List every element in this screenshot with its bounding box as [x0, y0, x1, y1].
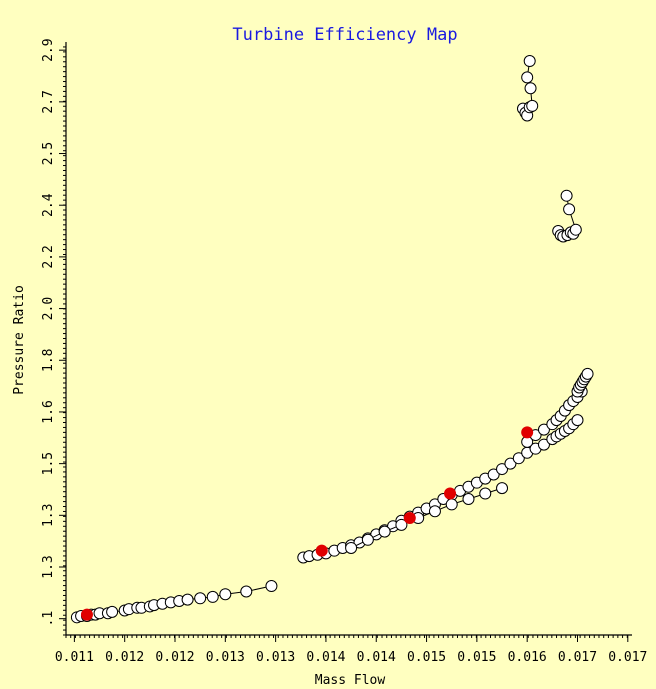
highlight-point [444, 487, 457, 500]
data-point [496, 463, 509, 476]
highlight-point [80, 608, 93, 621]
data-point [571, 414, 584, 427]
data-point [569, 223, 582, 236]
data-point [240, 585, 253, 598]
data-point [581, 367, 594, 380]
x-tick-label: 0.015 [407, 650, 446, 665]
data-point [181, 593, 194, 606]
data-point [106, 605, 119, 618]
data-point [395, 518, 408, 531]
data-point [512, 452, 525, 465]
data-point [524, 82, 537, 95]
x-axis-label: Mass Flow [315, 673, 386, 688]
data-point [479, 487, 492, 500]
y-tick-label: .1 [41, 611, 56, 627]
y-tick-label: 1.6 [41, 400, 56, 423]
data-point [361, 533, 374, 546]
y-tick-label: 2.2 [41, 245, 56, 268]
y-tick-label: 1.3 [41, 555, 56, 578]
data-point [521, 71, 534, 84]
data-point [537, 423, 550, 436]
data-point [445, 498, 458, 511]
x-tick-label: 0.014 [357, 650, 396, 665]
y-tick-label: 1.8 [41, 349, 56, 372]
data-point [428, 505, 441, 518]
highlight-point [521, 426, 534, 439]
data-point [194, 592, 207, 605]
plot-area [70, 55, 594, 624]
data-point [206, 590, 219, 603]
data-point [487, 468, 500, 481]
y-tick-label: 1.5 [41, 452, 56, 475]
data-point [496, 482, 509, 495]
data-point [526, 99, 539, 112]
chart-title: Turbine Efficiency Map [232, 25, 457, 45]
x-tick-label: 0.013 [256, 650, 295, 665]
highlight-point [315, 544, 328, 557]
series-line [350, 487, 503, 549]
y-axis-label: Pressure Ratio [12, 285, 27, 395]
x-tick-label: 0.017 [558, 650, 597, 665]
x-tick-label: 0.017 [608, 650, 647, 665]
x-tick-label: 0.014 [306, 650, 345, 665]
data-point [219, 588, 232, 601]
x-tick-label: 0.013 [206, 650, 245, 665]
y-tick-label: 2.4 [41, 193, 56, 217]
x-tick-label: 0.011 [55, 650, 94, 665]
data-point [537, 438, 550, 451]
data-point [504, 457, 517, 470]
y-tick-label: 2.5 [41, 142, 56, 165]
x-tick-label: 0.016 [508, 650, 547, 665]
y-tick-label: 2.0 [41, 297, 56, 320]
data-point [560, 189, 573, 202]
x-tick-label: 0.012 [105, 650, 144, 665]
data-point [345, 541, 358, 554]
data-point [563, 203, 576, 216]
data-point [523, 55, 536, 68]
y-tick-label: 2.7 [41, 90, 56, 113]
x-tick-label: 0.012 [155, 650, 194, 665]
data-point [378, 525, 391, 538]
y-tick-label: 1.3 [41, 504, 56, 527]
y-tick-label: 2.9 [41, 38, 56, 61]
data-point [462, 492, 475, 505]
data-point [265, 580, 278, 593]
axes: 0.011 0.012 0.012 0.013 0.013 0.014 0.014 0.015… [41, 38, 647, 665]
x-tick-label: 0.015 [457, 650, 496, 665]
highlight-point [403, 512, 416, 525]
